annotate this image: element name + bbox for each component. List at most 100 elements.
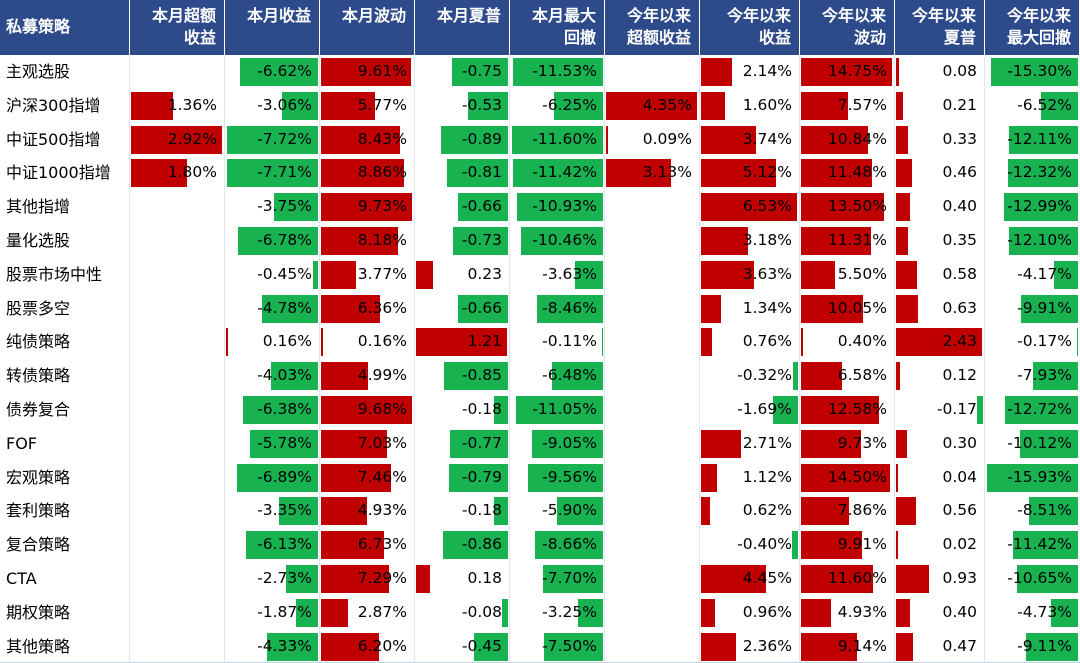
- value-label: 4.93%: [357, 501, 407, 520]
- negative-bar: [512, 125, 603, 154]
- header-col-label-line: 本月收益: [246, 6, 311, 25]
- positive-bar: [896, 328, 982, 357]
- positive-bar: [801, 396, 879, 424]
- negative-bar: [266, 632, 318, 661]
- strategy-name: 其他指增: [6, 197, 71, 217]
- header-col-label-line: 本月波动: [341, 6, 406, 25]
- value-label: -0.73: [461, 231, 502, 249]
- positive-bar: [896, 497, 916, 526]
- positive-bar: [321, 531, 384, 560]
- negative-bar: [1020, 429, 1078, 458]
- value-label: 6.73%: [357, 535, 407, 554]
- value-label: -7.50%: [542, 636, 597, 655]
- value-cell: 6.20%: [320, 630, 415, 663]
- positive-bar: [801, 159, 872, 188]
- positive-bar: [321, 598, 348, 627]
- value-cell: -7.72%: [225, 123, 320, 157]
- value-cell: 7.57%: [800, 89, 895, 123]
- value-label: 0.23: [467, 264, 502, 283]
- value-label: 0.30: [942, 433, 977, 452]
- header-col-label-line: 波动: [853, 28, 886, 47]
- positive-bar: [701, 463, 718, 492]
- negative-bar: [1012, 531, 1078, 560]
- negative-bar: [516, 396, 603, 424]
- value-cell: 0.58: [895, 258, 985, 292]
- column-divider: [984, 55, 985, 663]
- value-label: 0.12: [942, 366, 977, 385]
- positive-bar: [226, 328, 228, 357]
- value-label: 0.08: [942, 62, 977, 80]
- value-label: 5.77%: [357, 95, 407, 114]
- positive-bar: [801, 91, 848, 120]
- value-label: 1.12%: [742, 467, 792, 486]
- strategy-name: 宏观策略: [6, 467, 71, 487]
- negative-bar: [453, 227, 508, 255]
- value-cell: 2.71%: [700, 427, 800, 461]
- value-label: -1.69%: [737, 400, 792, 418]
- positive-bar: [321, 159, 404, 188]
- header-col-7: 今年以来 波动: [800, 0, 895, 55]
- header-strategy-label: 私募策略: [6, 17, 71, 36]
- value-cell: -3.06%: [225, 89, 320, 123]
- positive-bar: [896, 362, 901, 391]
- negative-bar: [556, 497, 603, 526]
- strategy-name: 量化选股: [6, 231, 71, 250]
- positive-bar: [701, 328, 713, 357]
- negative-bar: [278, 497, 318, 526]
- value-cell: [605, 224, 700, 258]
- strategy-name: 转债策略: [6, 366, 71, 386]
- value-label: 0.40: [942, 197, 977, 216]
- positive-bar: [801, 328, 804, 357]
- value-cell: -7.71%: [225, 156, 320, 190]
- value-label: 9.68%: [357, 400, 407, 418]
- value-label: 3.74%: [742, 129, 792, 148]
- value-label: 0.35: [942, 231, 977, 249]
- header-col-8: 今年以来 夏普: [895, 0, 985, 55]
- positive-bar: [131, 125, 222, 154]
- header-col-label: 今年以来 波动: [822, 5, 886, 49]
- value-cell: -8.46%: [510, 292, 605, 326]
- value-cell: 7.46%: [320, 461, 415, 495]
- negative-bar: [577, 598, 603, 627]
- value-cell: [130, 461, 225, 495]
- value-label: 0.40%: [837, 332, 887, 351]
- positive-bar: [801, 429, 862, 458]
- value-cell: [130, 258, 225, 292]
- negative-bar: [448, 463, 508, 492]
- value-cell: [605, 55, 700, 89]
- value-label: 6.20%: [357, 636, 407, 655]
- negative-bar: [261, 294, 318, 323]
- value-label: 11.60%: [827, 569, 887, 587]
- value-cell: 1.80%: [130, 156, 225, 190]
- header-col-label-line: 收益: [183, 28, 216, 47]
- positive-bar: [321, 632, 379, 661]
- negative-bar: [447, 159, 508, 188]
- value-cell: -3.25%: [510, 596, 605, 630]
- negative-bar: [468, 91, 508, 120]
- positive-bar: [896, 598, 911, 627]
- header-col-9: 今年以来 最大回撤: [985, 0, 1080, 55]
- value-label: -0.89: [461, 129, 502, 148]
- negative-bar: [793, 362, 798, 391]
- table-row: 期权策略 -1.87% 2.87% -0.08 -3.25% 0.96% 4.93% 0.40…: [0, 596, 1080, 630]
- negative-bar: [976, 396, 983, 424]
- negative-bar: [553, 91, 603, 120]
- value-label: 0.33: [942, 129, 977, 148]
- value-label: -6.52%: [1017, 95, 1072, 114]
- value-cell: 12.58%: [800, 393, 895, 427]
- value-cell: 0.40%: [800, 325, 895, 359]
- value-label: -0.18: [461, 501, 502, 520]
- value-cell: 0.04: [895, 461, 985, 495]
- column-divider: [319, 55, 320, 663]
- value-label: -6.38%: [257, 400, 312, 418]
- value-cell: -4.78%: [225, 292, 320, 326]
- value-label: -5.78%: [257, 433, 312, 452]
- value-label: -0.11%: [542, 332, 597, 351]
- strategy-name: 股票多空: [6, 298, 71, 318]
- positive-bar: [801, 58, 892, 86]
- value-label: -0.08: [461, 602, 502, 621]
- negative-bar: [773, 396, 798, 424]
- header-col-label: 本月超额 收益: [152, 5, 216, 49]
- value-cell: 9.73%: [800, 427, 895, 461]
- column-divider: [129, 55, 130, 663]
